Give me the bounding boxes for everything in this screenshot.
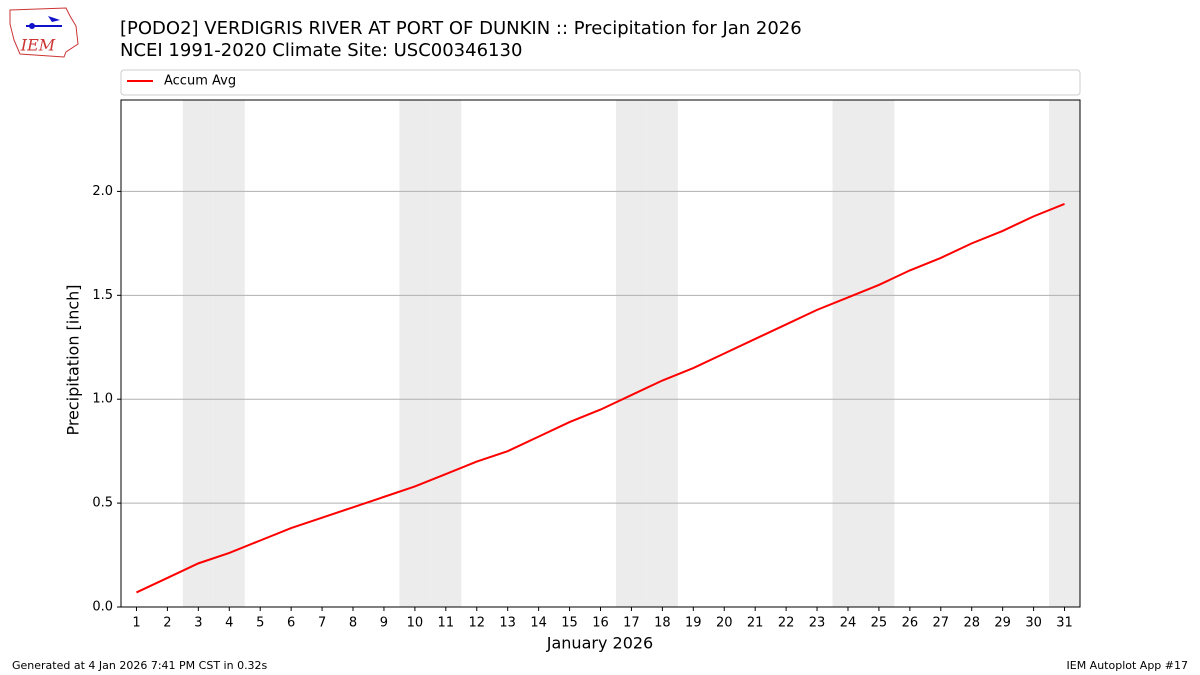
x-tick-label: 3 bbox=[194, 616, 202, 631]
y-tick-label: 0.0 bbox=[92, 600, 113, 615]
x-tick-label: 19 bbox=[685, 616, 702, 631]
x-axis-label: January 2026 bbox=[546, 634, 653, 653]
x-tick-label: 30 bbox=[1025, 616, 1042, 631]
logo-text: IEM bbox=[20, 36, 56, 55]
y-axis-label: Precipitation [inch] bbox=[64, 284, 83, 435]
y-tick-label: 1.5 bbox=[92, 288, 113, 303]
x-tick-label: 26 bbox=[902, 616, 919, 631]
x-tick-label: 20 bbox=[716, 616, 733, 631]
shaded-day bbox=[863, 100, 895, 607]
x-tick-label: 7 bbox=[318, 616, 326, 631]
x-tick-label: 9 bbox=[380, 616, 388, 631]
y-tick-label: 1.0 bbox=[92, 392, 113, 407]
x-tick-label: 1 bbox=[132, 616, 140, 631]
shaded-day bbox=[832, 100, 864, 607]
x-tick-label: 12 bbox=[468, 616, 485, 631]
x-tick-label: 11 bbox=[438, 616, 455, 631]
x-tick-label: 16 bbox=[592, 616, 609, 631]
series-line bbox=[136, 202, 1065, 594]
x-tick-label: 23 bbox=[809, 616, 826, 631]
x-tick-label: 17 bbox=[623, 616, 640, 631]
x-tick-label: 25 bbox=[871, 616, 888, 631]
x-tick-label: 22 bbox=[778, 616, 795, 631]
footer-right: IEM Autoplot App #17 bbox=[1067, 659, 1189, 672]
x-tick-label: 31 bbox=[1056, 616, 1073, 631]
x-tick-label: 29 bbox=[994, 616, 1011, 631]
y-tick-label: 0.5 bbox=[92, 496, 113, 511]
chart-title: [PODO2] VERDIGRIS RIVER AT PORT OF DUNKI… bbox=[120, 18, 802, 39]
x-tick-label: 27 bbox=[933, 616, 950, 631]
legend bbox=[120, 69, 1081, 96]
x-tick-label: 2 bbox=[163, 616, 171, 631]
x-tick-label: 14 bbox=[530, 616, 547, 631]
x-tick-label: 6 bbox=[287, 616, 295, 631]
shaded-day bbox=[1049, 100, 1080, 607]
legend-label: Accum Avg bbox=[164, 74, 236, 89]
x-tick-label: 28 bbox=[963, 616, 980, 631]
shaded-day bbox=[430, 100, 462, 607]
chart-subtitle: NCEI 1991-2020 Climate Site: USC00346130 bbox=[120, 40, 522, 61]
logo: IEM bbox=[9, 7, 79, 58]
shaded-day bbox=[213, 100, 245, 607]
x-tick-label: 24 bbox=[840, 616, 857, 631]
plot-frame bbox=[120, 99, 1081, 608]
shaded-day bbox=[615, 100, 647, 607]
footer-left: Generated at 4 Jan 2026 7:41 PM CST in 0… bbox=[12, 659, 268, 672]
x-tick-label: 18 bbox=[654, 616, 671, 631]
x-tick-label: 10 bbox=[407, 616, 424, 631]
x-tick-label: 13 bbox=[499, 616, 516, 631]
shaded-day bbox=[646, 100, 678, 607]
x-tick-label: 5 bbox=[256, 616, 264, 631]
x-tick-label: 15 bbox=[561, 616, 578, 631]
y-tick-label: 2.0 bbox=[92, 184, 113, 199]
x-tick-label: 8 bbox=[349, 616, 357, 631]
shaded-day bbox=[399, 100, 431, 607]
x-tick-label: 4 bbox=[225, 616, 233, 631]
shaded-day bbox=[182, 100, 214, 607]
x-tick-label: 21 bbox=[747, 616, 764, 631]
